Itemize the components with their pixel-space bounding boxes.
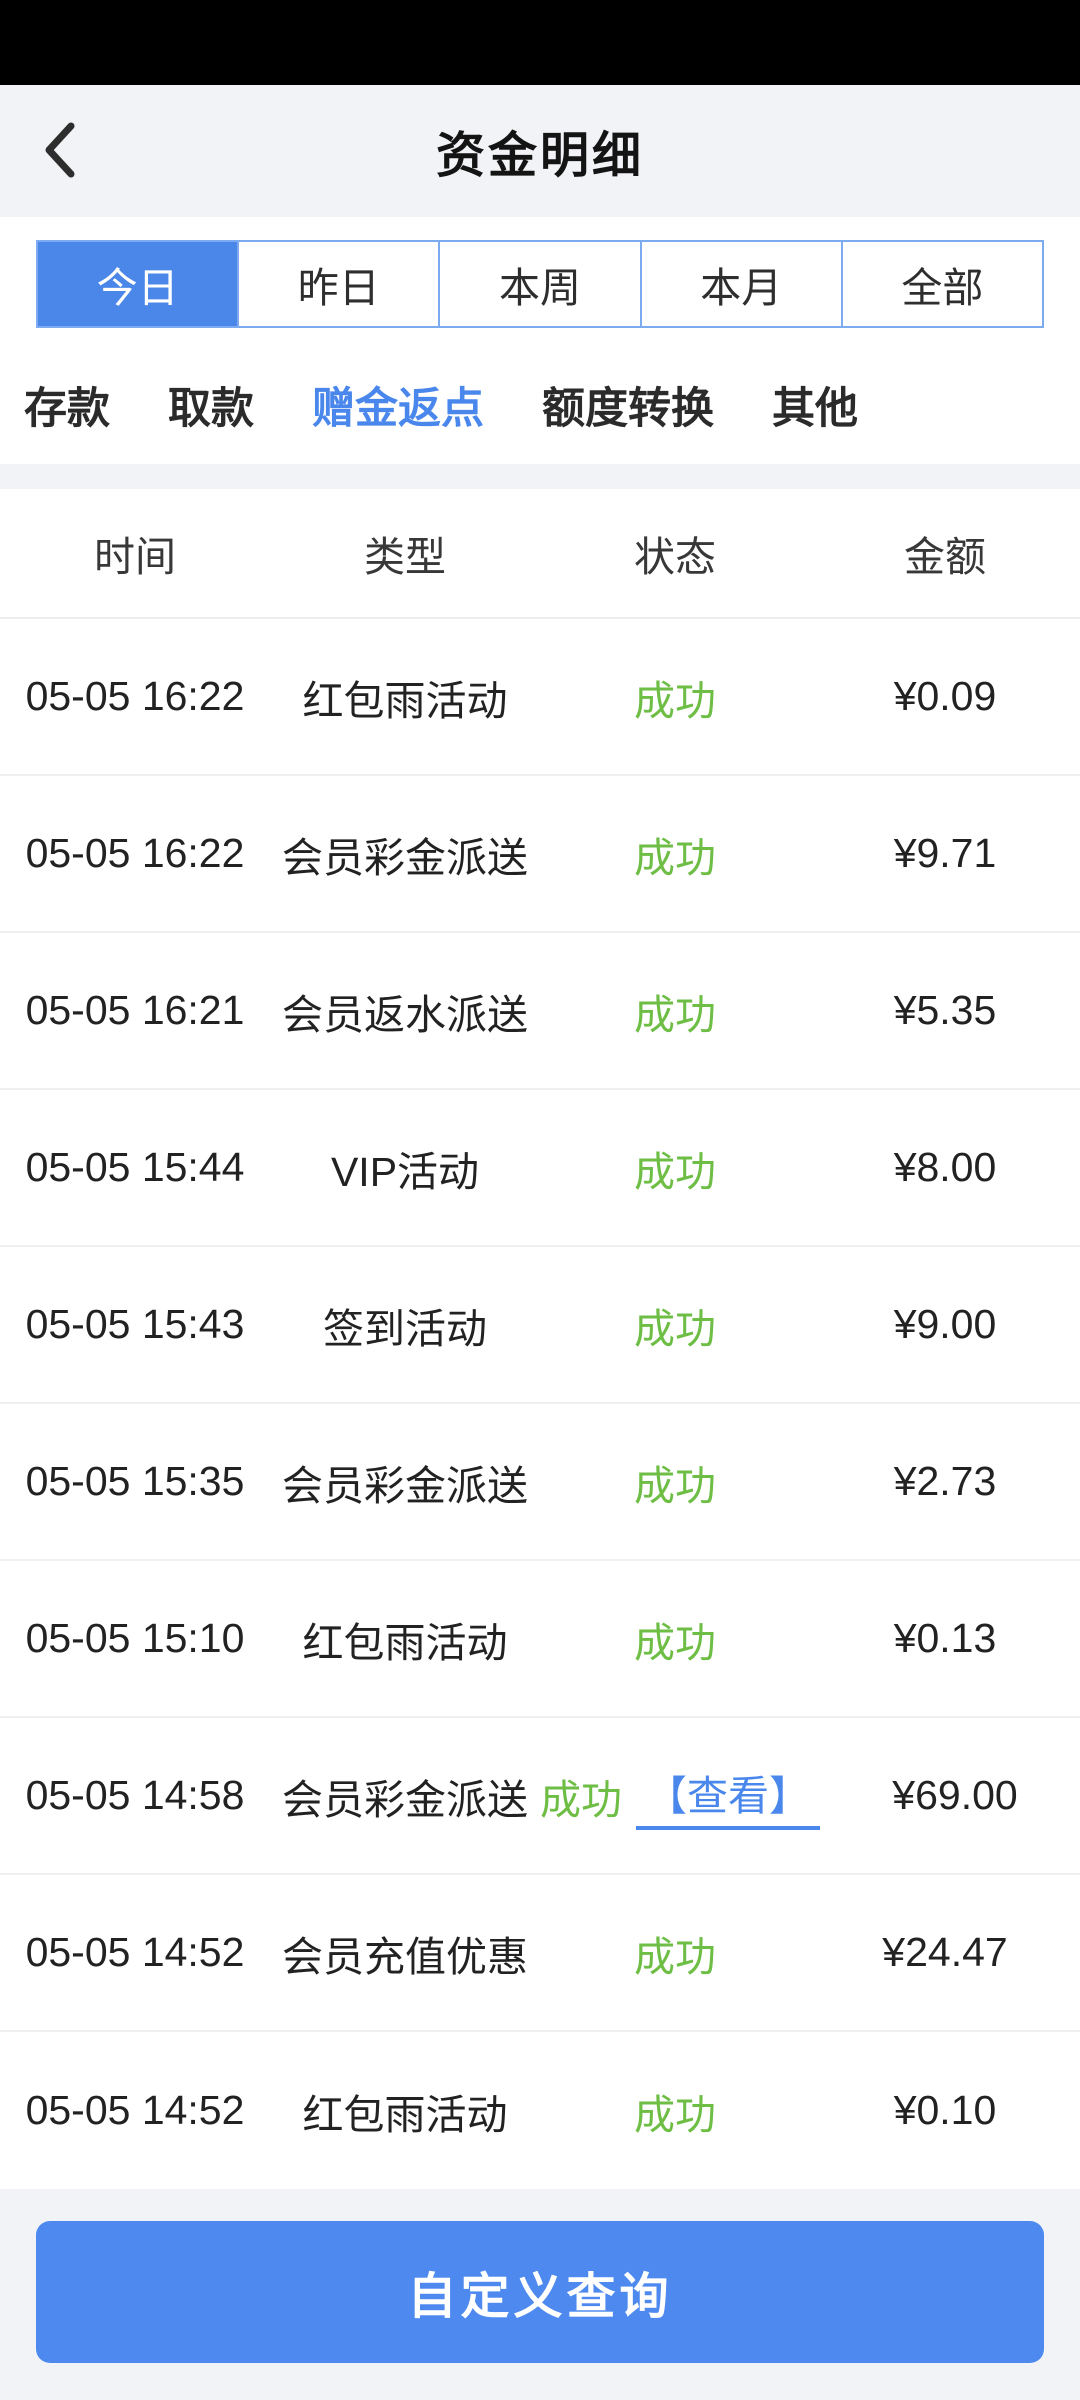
cell-time: 05-05 16:21 — [25, 987, 245, 1033]
cell-status: 成功 — [540, 1295, 810, 1355]
app-header: 资金明细 — [0, 85, 1080, 217]
cell-amount: ¥9.00 — [893, 1301, 997, 1347]
tab-yesterday[interactable]: 昨日 — [237, 242, 438, 326]
cell-time: 05-05 16:22 — [25, 830, 245, 876]
tab-today[interactable]: 今日 — [38, 242, 238, 326]
transaction-list: 05-05 16:22 红包雨活动 成功 ¥0.09 05-05 16:22 会… — [0, 619, 1080, 2189]
filter-deposit[interactable]: 存款 — [24, 385, 110, 433]
tab-this-month[interactable]: 本月 — [639, 242, 841, 326]
col-header-amount: 金额 — [904, 534, 986, 580]
cell-type: 签到活动 — [323, 1305, 487, 1352]
cell-status: 成功 — [540, 1923, 810, 1983]
cell-status: 成功 — [540, 1609, 810, 1669]
back-button[interactable] — [38, 85, 138, 217]
cell-time: 05-05 14:52 — [25, 1929, 245, 1975]
status-text: 成功 — [634, 1933, 716, 1980]
status-text: 成功 — [634, 1462, 716, 1509]
page-title: 资金明细 — [435, 128, 644, 183]
tab-this-week[interactable]: 本周 — [438, 242, 639, 326]
cell-status: 成功 — [540, 1138, 810, 1198]
cell-time: 05-05 16:22 — [25, 673, 245, 719]
tab-all[interactable]: 全部 — [840, 242, 1042, 326]
filter-bonus-rebate[interactable]: 赠金返点 — [312, 385, 484, 433]
status-bar — [0, 0, 1080, 85]
cell-status: 成功 — [540, 981, 810, 1041]
cell-amount: ¥69.00 — [892, 1772, 1018, 1818]
status-text: 成功 — [634, 2091, 716, 2138]
cell-type: 红包雨活动 — [302, 2091, 508, 2138]
cell-amount: ¥0.13 — [893, 1615, 997, 1661]
cell-amount: ¥9.71 — [893, 830, 997, 876]
view-details-link[interactable]: 【查看】 — [636, 1762, 820, 1830]
table-row: 05-05 14:52 会员充值优惠 成功 ¥24.47 — [0, 1875, 1080, 2032]
status-text: 成功 — [634, 1305, 716, 1352]
cell-type: 会员彩金派送 — [282, 834, 528, 881]
col-header-type: 类型 — [364, 534, 446, 580]
category-filter-bar: 存款 取款 赠金返点 额度转换 其他 — [24, 374, 1080, 436]
status-text: 成功 — [540, 1776, 622, 1823]
status-text: 成功 — [634, 834, 716, 881]
col-header-status: 状态 — [634, 534, 716, 580]
custom-query-button[interactable]: 自定义查询 — [36, 2221, 1044, 2363]
cell-amount: ¥0.09 — [893, 673, 997, 719]
cell-type: 会员彩金派送 — [282, 1462, 528, 1509]
cell-status: 成功 — [540, 2081, 810, 2141]
filter-other[interactable]: 其他 — [772, 385, 858, 433]
table-row: 05-05 15:10 红包雨活动 成功 ¥0.13 — [0, 1561, 1080, 1718]
cell-time: 05-05 15:44 — [25, 1144, 245, 1190]
section-divider — [0, 464, 1080, 489]
table-row: 05-05 14:52 红包雨活动 成功 ¥0.10 — [0, 2032, 1080, 2189]
table-header: 时间 类型 状态 金额 — [0, 489, 1080, 619]
cell-amount: ¥5.35 — [893, 987, 997, 1033]
table-row: 05-05 16:22 会员彩金派送 成功 ¥9.71 — [0, 776, 1080, 933]
cell-time: 05-05 15:35 — [25, 1458, 245, 1504]
cell-type: 会员彩金派送 — [282, 1776, 528, 1823]
cell-type: 红包雨活动 — [302, 1619, 508, 1666]
table-row: 05-05 15:35 会员彩金派送 成功 ¥2.73 — [0, 1404, 1080, 1561]
table-row: 05-05 15:44 VIP活动 成功 ¥8.00 — [0, 1090, 1080, 1247]
cell-amount: ¥0.10 — [893, 2087, 997, 2133]
cell-type: VIP活动 — [330, 1148, 480, 1195]
cell-status: 成功 — [540, 667, 810, 727]
cell-time: 05-05 14:52 — [25, 2087, 245, 2133]
col-header-time: 时间 — [94, 534, 176, 580]
filter-quota-transfer[interactable]: 额度转换 — [542, 385, 714, 433]
cell-amount: ¥8.00 — [893, 1144, 997, 1190]
cell-time: 05-05 14:58 — [25, 1772, 245, 1818]
date-range-tabs: 今日 昨日 本周 本月 全部 — [36, 240, 1044, 328]
cell-amount: ¥24.47 — [882, 1929, 1008, 1975]
table-row: 05-05 14:58 会员彩金派送 成功 【查看】 ¥69.00 — [0, 1718, 1080, 1875]
table-row: 05-05 16:22 红包雨活动 成功 ¥0.09 — [0, 619, 1080, 776]
table-row: 05-05 16:21 会员返水派送 成功 ¥5.35 — [0, 933, 1080, 1090]
table-row: 05-05 15:43 签到活动 成功 ¥9.00 — [0, 1247, 1080, 1404]
cell-type: 会员充值优惠 — [282, 1933, 528, 1980]
cell-time: 05-05 15:43 — [25, 1301, 245, 1347]
status-text: 成功 — [634, 1148, 716, 1195]
cell-status: 成功 — [540, 1452, 810, 1512]
footer: 自定义查询 — [0, 2189, 1080, 2400]
cell-status: 成功 【查看】 — [540, 1762, 820, 1830]
cell-status: 成功 — [540, 824, 810, 884]
status-text: 成功 — [634, 1619, 716, 1666]
cell-time: 05-05 15:10 — [25, 1615, 245, 1661]
status-text: 成功 — [634, 991, 716, 1038]
filter-withdrawal[interactable]: 取款 — [168, 385, 254, 433]
cell-type: 红包雨活动 — [302, 677, 508, 724]
chevron-left-icon — [38, 119, 80, 184]
status-text: 成功 — [634, 677, 716, 724]
cell-amount: ¥2.73 — [893, 1458, 997, 1504]
cell-type: 会员返水派送 — [282, 991, 528, 1038]
